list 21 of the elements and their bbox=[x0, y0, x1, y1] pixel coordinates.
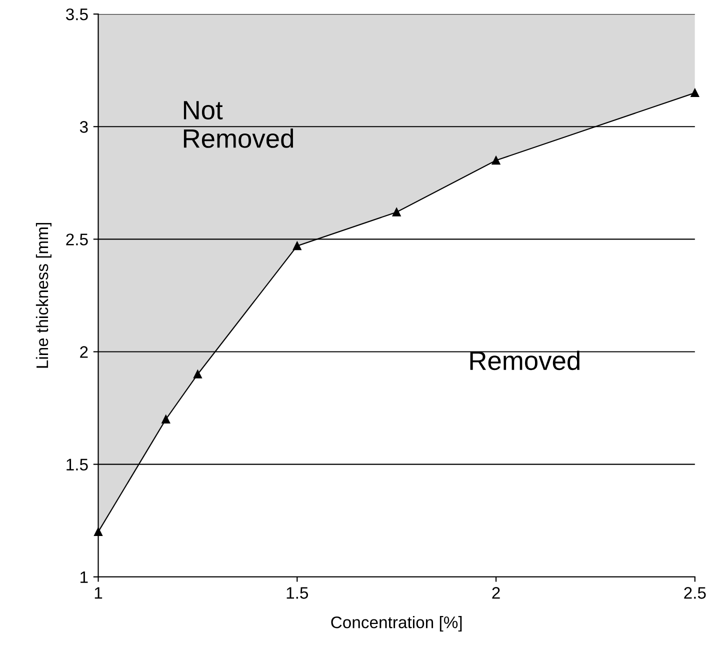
point bbox=[392, 208, 401, 216]
point bbox=[162, 415, 170, 424]
annotation: Removed bbox=[470, 350, 580, 370]
x-axis-title: Concentration [%] bbox=[331, 616, 462, 632]
y-tick-label: 2.5 bbox=[66, 234, 88, 246]
y-tick-label: 3.5 bbox=[66, 8, 88, 20]
x-tick-label: 2 bbox=[492, 587, 500, 599]
y-tick-label: 2 bbox=[80, 346, 88, 358]
point bbox=[690, 88, 700, 98]
point bbox=[292, 242, 302, 250]
x-tick-label: 2.5 bbox=[684, 587, 706, 599]
y-tick-label: 3 bbox=[80, 121, 88, 133]
y-axis-title: Line thickness [mm] bbox=[36, 223, 52, 368]
point bbox=[94, 528, 102, 536]
point bbox=[194, 370, 202, 378]
x-tick-label: 1.5 bbox=[286, 587, 308, 599]
x-tick-label: 1 bbox=[94, 587, 102, 599]
y-tick-label: 1.5 bbox=[66, 458, 88, 471]
point bbox=[492, 156, 500, 165]
y-tick-label: 1 bbox=[80, 571, 88, 583]
annotation: Not Removed bbox=[184, 101, 294, 148]
